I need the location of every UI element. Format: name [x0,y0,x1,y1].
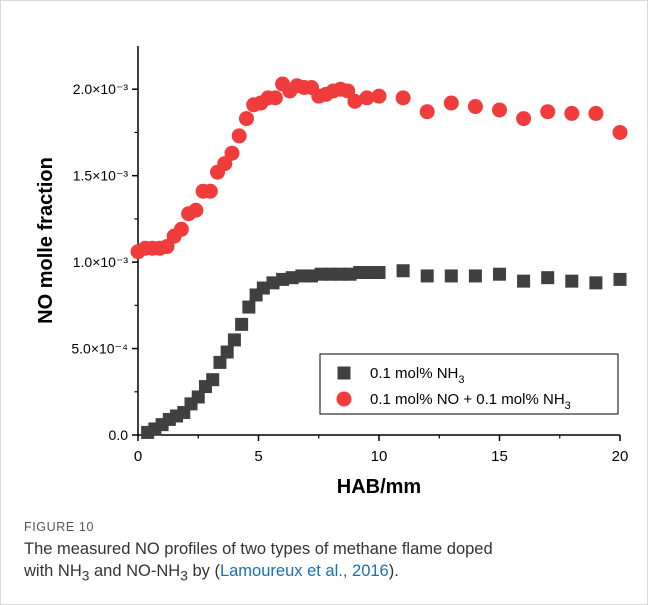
legend-label-text: 0.1 mol% NH [370,365,458,382]
data-point-square [420,269,434,283]
figure-caption: FIGURE 10 The measured NO profiles of tw… [24,520,624,587]
data-point-square [468,269,482,283]
caption-text: by ( [187,562,220,580]
data-point-circle [588,105,604,121]
data-point-circle [564,105,580,121]
legend-label-subscript: 3 [458,374,464,386]
data-point-circle [467,99,483,115]
data-point-square [589,276,603,290]
caption-text: with NH [24,562,82,580]
data-point-circle [347,93,363,109]
data-point-circle [231,128,247,144]
figure-label: FIGURE 10 [24,520,94,534]
caption-subscript: 3 [81,568,90,584]
legend-label: 0.1 mol% NH3 [370,365,464,386]
y-tick-label: 2.0×10⁻³ [73,81,129,97]
legend-label: 0.1 mol% NO + 0.1 mol% NH3 [370,391,571,412]
data-point-circle [359,90,375,106]
data-point-square [191,390,205,404]
legend-marker-circle [336,391,352,407]
data-point-circle [267,90,283,106]
citation-link[interactable]: Lamoureux et al., 2016 [219,562,389,580]
x-tick-label: 5 [254,448,262,465]
legend-marker-square [337,366,351,380]
x-tick-label: 15 [491,448,508,465]
x-tick-label: 10 [371,448,388,465]
x-axis-label: HAB/mm [337,476,421,498]
caption-text: ). [388,562,399,580]
figure: 0 5 10 15 20 0.0 5.0×10⁻⁴ 1.0×10⁻³ 1.5×10⁻³ 2.0×1… [35,46,629,498]
y-axis-label: NO molle fraction [35,157,57,324]
data-point-square [565,274,579,288]
data-point-circle [516,111,532,127]
data-point-square [227,333,241,347]
data-point-circle [395,90,411,106]
data-point-square [242,300,256,314]
data-point-square [396,264,410,278]
data-point-square [541,271,555,285]
data-point-circle [419,104,435,120]
caption-subscript: 3 [180,568,188,584]
data-point-square [235,317,249,331]
legend-label-text: 0.1 mol% NO + 0.1 mol% NH [370,391,565,408]
data-point-square [213,355,227,369]
data-point-circle [540,104,556,120]
data-point-circle [238,111,254,127]
legend-label-subscript: 3 [565,400,571,412]
data-point-circle [224,145,240,161]
chart: 0 5 10 15 20 0.0 5.0×10⁻⁴ 1.0×10⁻³ 1.5×10⁻³ 2.0×1… [35,46,629,498]
data-point-square [444,269,458,283]
caption-text: and NO-NH [89,562,181,580]
y-tick-label: 0.0 [109,427,129,443]
y-tick-label: 5.0×10⁻⁴ [71,341,128,357]
data-point-square [372,265,386,279]
data-point-circle [443,95,459,111]
data-point-circle [188,202,204,218]
data-point-circle [612,124,628,140]
data-point-circle [202,183,218,199]
x-tick-label: 20 [612,448,629,465]
caption-line-1: The measured NO profiles of two types of… [24,540,493,558]
figure-caption-text: The measured NO profiles of two types of… [24,538,624,587]
data-point-square [493,267,506,281]
data-point-square [517,274,531,288]
data-point-circle [173,221,189,237]
data-point-square [613,272,627,286]
data-point-circle [492,102,507,118]
x-tick-label: 0 [134,448,142,465]
data-point-square [220,345,234,359]
data-point-square [206,373,220,387]
legend-box [319,353,619,415]
y-tick-label: 1.0×10⁻³ [73,254,129,270]
y-tick-label: 1.5×10⁻³ [73,168,129,184]
data-point-circle [371,88,387,104]
